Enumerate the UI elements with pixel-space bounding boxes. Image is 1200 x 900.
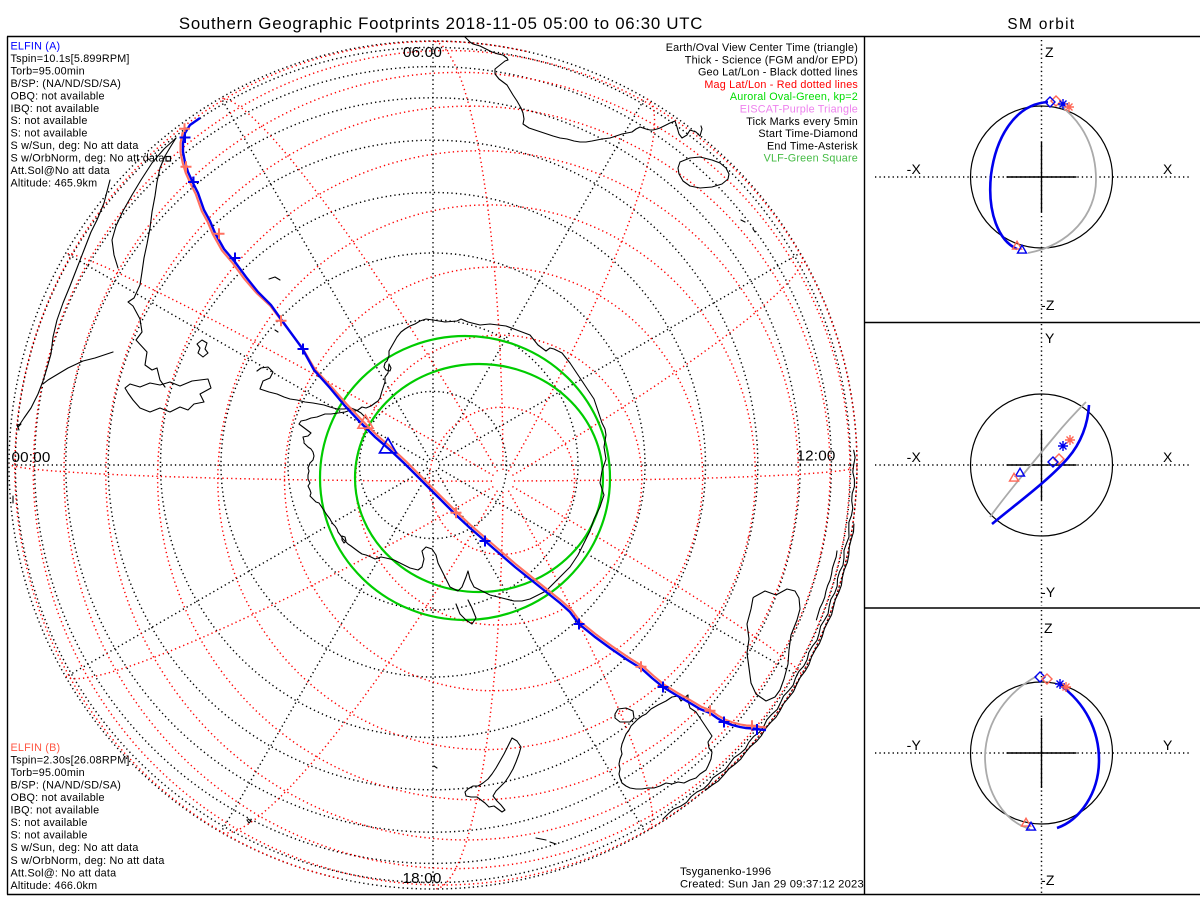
svg-text:Start Time-Diamond: Start Time-Diamond bbox=[758, 128, 858, 140]
svg-text:-Y: -Y bbox=[907, 737, 922, 753]
svg-text:18:00: 18:00 bbox=[402, 870, 441, 887]
svg-text:Altitude: 465.9km: Altitude: 465.9km bbox=[11, 177, 98, 189]
svg-text:S w/OrbNorm, deg: No att data: S w/OrbNorm, deg: No att data bbox=[11, 855, 165, 867]
svg-text:Torb=95.00min: Torb=95.00min bbox=[11, 767, 85, 779]
svg-text:00:00: 00:00 bbox=[11, 449, 50, 466]
svg-text:Y: Y bbox=[1045, 330, 1055, 346]
svg-text:Tspin=2.30s[26.08RPM]: Tspin=2.30s[26.08RPM] bbox=[11, 755, 130, 767]
svg-text:Tick Marks every 5min: Tick Marks every 5min bbox=[746, 116, 858, 128]
svg-text:End Time-Asterisk: End Time-Asterisk bbox=[767, 140, 858, 152]
svg-text:IBQ: not available: IBQ: not available bbox=[11, 805, 100, 817]
svg-text:Auroral Oval-Green, kp=2: Auroral Oval-Green, kp=2 bbox=[730, 91, 858, 103]
svg-text:ELFIN (A): ELFIN (A) bbox=[11, 41, 61, 53]
svg-text:S: not available: S: not available bbox=[11, 830, 88, 842]
svg-text:12:00: 12:00 bbox=[796, 448, 835, 465]
svg-text:-Y: -Y bbox=[1041, 584, 1056, 600]
svg-text:OBQ: not available: OBQ: not available bbox=[11, 792, 105, 804]
svg-text:SM orbit: SM orbit bbox=[1007, 16, 1075, 33]
svg-text:Earth/Oval View Center Time (t: Earth/Oval View Center Time (triangle) bbox=[666, 42, 858, 54]
svg-text:-X: -X bbox=[907, 449, 922, 465]
svg-text:Geo Lat/Lon - Black dotted lin: Geo Lat/Lon - Black dotted lines bbox=[698, 67, 858, 79]
svg-text:Thick - Science (FGM and/or EP: Thick - Science (FGM and/or EPD) bbox=[685, 54, 858, 66]
svg-text:-Z: -Z bbox=[1041, 297, 1055, 313]
svg-text:Att.Sol@No att data: Att.Sol@No att data bbox=[11, 165, 110, 177]
svg-text:IBQ: not available: IBQ: not available bbox=[11, 103, 100, 115]
svg-text:-X: -X bbox=[907, 161, 922, 177]
svg-text:-Z: -Z bbox=[1041, 872, 1055, 888]
svg-text:S w/Sun, deg: No att data: S w/Sun, deg: No att data bbox=[11, 140, 139, 152]
svg-text:Mag Lat/Lon - Red dotted lines: Mag Lat/Lon - Red dotted lines bbox=[704, 79, 858, 91]
svg-text:Att.Sol@: No att data: Att.Sol@: No att data bbox=[11, 867, 117, 879]
svg-text:Tsyganenko-1996: Tsyganenko-1996 bbox=[680, 866, 771, 878]
svg-text:Z: Z bbox=[1044, 620, 1053, 636]
svg-text:S: not available: S: not available bbox=[11, 817, 88, 829]
svg-text:Z: Z bbox=[1045, 44, 1054, 60]
svg-text:S w/OrbNorm, deg: No att data: S w/OrbNorm, deg: No att data bbox=[11, 153, 165, 165]
svg-text:Southern Geographic Footprints: Southern Geographic Footprints 2018-11-0… bbox=[179, 14, 703, 33]
svg-text:OBQ: not available: OBQ: not available bbox=[11, 90, 105, 102]
svg-text:S: not available: S: not available bbox=[11, 115, 88, 127]
svg-text:S: not available: S: not available bbox=[11, 128, 88, 140]
svg-text:B/SP: (NA/ND/SD/SA): B/SP: (NA/ND/SD/SA) bbox=[11, 78, 122, 90]
svg-text:VLF-Green Square: VLF-Green Square bbox=[764, 153, 858, 165]
svg-text:B/SP: (NA/ND/SD/SA): B/SP: (NA/ND/SD/SA) bbox=[11, 780, 122, 792]
svg-text:ELFIN (B): ELFIN (B) bbox=[11, 742, 61, 754]
svg-text:Altitude: 466.0km: Altitude: 466.0km bbox=[11, 880, 98, 892]
svg-text:Y: Y bbox=[1163, 737, 1173, 753]
svg-text:Created: Sun Jan 29 09:37:12 2: Created: Sun Jan 29 09:37:12 2023 bbox=[680, 879, 864, 891]
svg-text:Tspin=10.1s[5.899RPM]: Tspin=10.1s[5.899RPM] bbox=[11, 53, 130, 65]
svg-text:06:00: 06:00 bbox=[403, 44, 442, 61]
svg-text:S w/Sun, deg: No att data: S w/Sun, deg: No att data bbox=[11, 842, 139, 854]
svg-text:Torb=95.00min: Torb=95.00min bbox=[11, 65, 85, 77]
svg-text:EISCAT-Purple Triangle: EISCAT-Purple Triangle bbox=[740, 104, 858, 116]
svg-text:X: X bbox=[1163, 449, 1173, 465]
svg-text:X: X bbox=[1163, 161, 1173, 177]
